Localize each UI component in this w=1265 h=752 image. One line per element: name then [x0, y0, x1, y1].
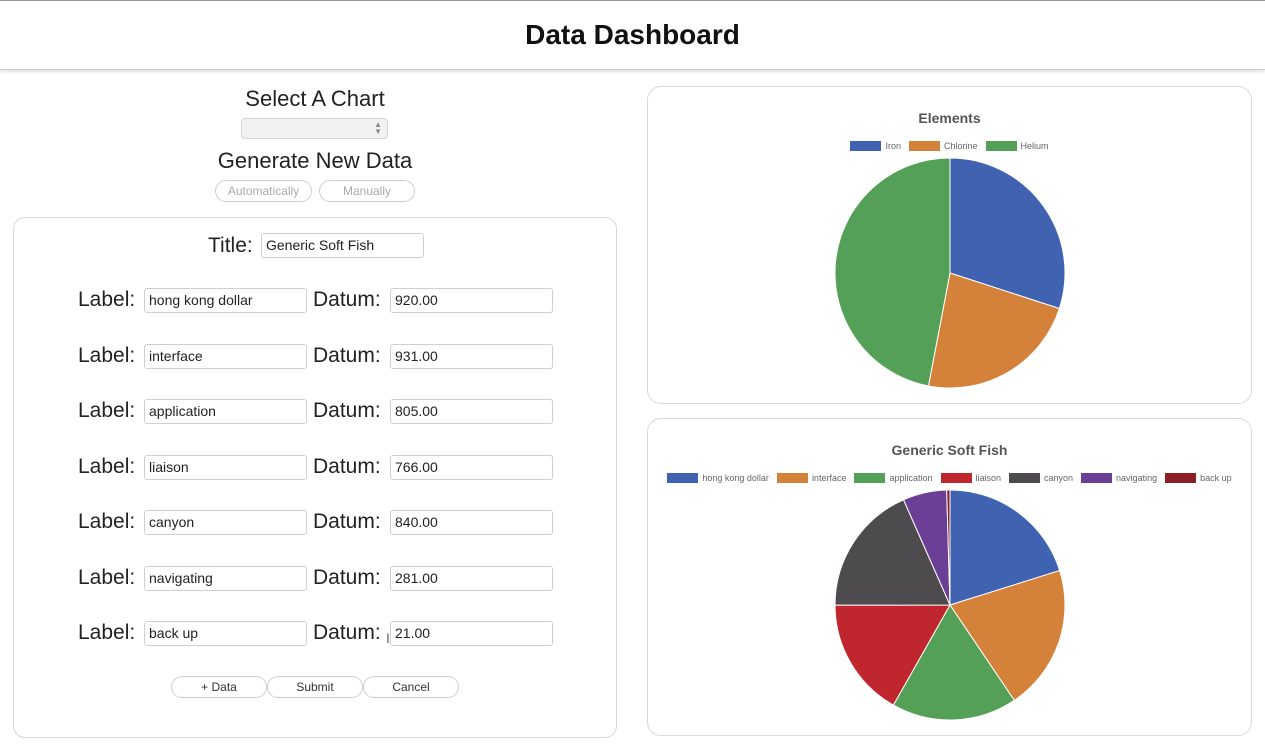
datum-input[interactable]: 931.00 [390, 343, 553, 369]
row-label-text: Label: [78, 399, 136, 422]
legend-item[interactable]: Helium [985, 141, 1049, 151]
legend-swatch [1081, 473, 1113, 483]
legend-swatch [667, 473, 699, 483]
legend-label: liaison [975, 473, 1002, 483]
pie-slice-interface[interactable] [949, 569, 1066, 702]
row-datum-text: Datum: [313, 621, 381, 644]
manually-button[interactable]: Manually [319, 180, 415, 202]
pie-slice-chlorine[interactable] [927, 272, 1061, 389]
legend-item[interactable]: Iron [850, 141, 901, 151]
datum-input[interactable]: 840.00 [390, 510, 553, 535]
legend-label: interface [811, 473, 847, 483]
legend-label: application [889, 473, 933, 483]
pie-slice-helium[interactable] [834, 157, 951, 387]
label-input[interactable]: interface [144, 343, 307, 369]
legend-label: Chlorine [943, 141, 978, 151]
row-label-text: Label: [78, 454, 136, 478]
row-label-text: Label: [78, 288, 136, 311]
row-datum-text: Datum: [313, 399, 381, 422]
submit-button[interactable]: Submit [267, 676, 363, 698]
row-label-text: Label: [78, 343, 136, 367]
pie-slice-canyon[interactable] [834, 499, 951, 606]
legend-item[interactable]: canyon [1009, 473, 1073, 483]
generate-data-heading: Generate New Data [217, 148, 413, 173]
pie-slice-hong-kong-dollar[interactable] [949, 489, 1061, 606]
chart-title: Generic Soft Fish [891, 442, 1008, 458]
row-label-text: Label: [78, 621, 136, 644]
legend-swatch [854, 473, 886, 483]
elements-chart-panel: Elements Iron Chlorine Helium [647, 86, 1252, 404]
select-arrows-icon: ▲ ▼ [374, 120, 382, 136]
pie-slice-back-up[interactable] [946, 489, 951, 606]
legend-item[interactable]: liaison [940, 473, 1002, 483]
legend-label: Iron [885, 141, 901, 151]
legend-swatch [985, 141, 1017, 151]
legend-item[interactable]: back up [1165, 473, 1232, 483]
row-datum-text: Datum: [313, 343, 381, 367]
app-header: Data Dashboard [0, 0, 1265, 70]
row-datum-text: Datum: [313, 565, 381, 589]
legend-swatch [908, 141, 940, 151]
datum-input[interactable]: 920.00 [390, 288, 553, 313]
label-input[interactable]: hong kong dollar [144, 288, 307, 313]
chart-legend: Iron Chlorine Helium [648, 141, 1251, 151]
elements-pie-chart [834, 157, 1066, 389]
legend-item[interactable]: Chlorine [908, 141, 978, 151]
row-datum-text: Datum: [313, 288, 381, 311]
legend-item[interactable]: navigating [1081, 473, 1157, 483]
legend-swatch [940, 473, 972, 483]
title-label: Title: [208, 234, 253, 257]
legend-item[interactable]: application [854, 473, 933, 483]
legend-item[interactable]: hong kong dollar [667, 473, 769, 483]
page-title: Data Dashboard [525, 19, 740, 50]
generic-soft-fish-chart-panel: Generic Soft Fish hong kong dollar interf… [647, 418, 1252, 736]
legend-label: canyon [1044, 473, 1074, 483]
chart-title: Elements [918, 110, 981, 126]
row-datum-text: Datum: [313, 510, 381, 533]
label-input[interactable]: navigating [144, 565, 307, 591]
datum-input[interactable]: 21.00 [390, 621, 553, 646]
legend-label: hong kong dollar [702, 473, 769, 483]
chart-legend: hong kong dollar interface application liai… [648, 473, 1251, 483]
title-input[interactable]: Generic Soft Fish [261, 233, 424, 258]
label-input[interactable]: canyon [144, 510, 307, 535]
text-cursor-icon: I [386, 630, 390, 646]
datum-input[interactable]: 281.00 [390, 565, 553, 591]
datum-input[interactable]: 766.00 [390, 454, 553, 480]
generic-soft-fish-pie-chart [834, 489, 1066, 721]
legend-swatch [1165, 473, 1197, 483]
legend-item[interactable]: interface [776, 473, 847, 483]
legend-swatch [1009, 473, 1041, 483]
row-label-text: Label: [78, 565, 136, 589]
chart-select[interactable]: ▲ ▼ [241, 118, 388, 139]
label-input[interactable]: application [144, 399, 307, 424]
row-datum-text: Datum: [313, 454, 381, 478]
pie-slice-liaison[interactable] [834, 604, 951, 706]
left-panel: Select A Chart ▲ ▼ Generate New Data Auto… [0, 72, 630, 752]
legend-swatch [850, 141, 882, 151]
pie-slice-iron[interactable] [949, 157, 1066, 310]
select-chart-heading: Select A Chart [245, 86, 385, 111]
legend-swatch [776, 473, 808, 483]
cancel-button[interactable]: Cancel [363, 676, 459, 698]
row-label-text: Label: [78, 510, 136, 533]
datum-input[interactable]: 805.00 [390, 399, 553, 424]
legend-label: Helium [1020, 141, 1049, 151]
legend-label: navigating [1116, 473, 1158, 483]
label-input[interactable]: back up [144, 621, 307, 646]
add-data-button[interactable]: + Data [171, 676, 267, 698]
label-input[interactable]: liaison [144, 454, 307, 480]
legend-label: back up [1200, 473, 1232, 483]
data-form: Title: Generic Soft Fish Label: hong kong… [13, 217, 617, 738]
pie-slice-application[interactable] [892, 604, 1015, 721]
automatically-button[interactable]: Automatically [215, 180, 312, 202]
